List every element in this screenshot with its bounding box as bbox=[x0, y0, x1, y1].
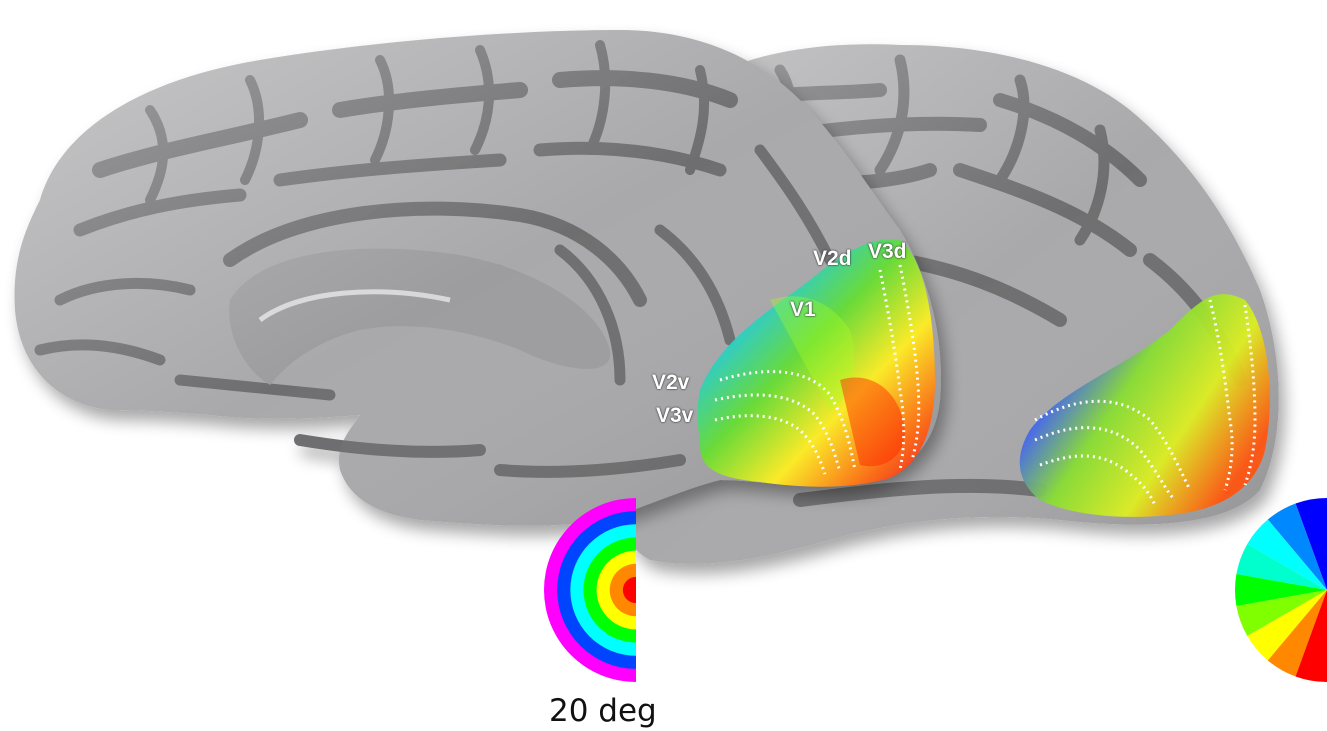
eccentricity-legend bbox=[544, 498, 636, 682]
left-retinotopic-map bbox=[697, 239, 935, 487]
eccentricity-ring bbox=[622, 576, 636, 604]
polar-angle-legend bbox=[1235, 498, 1327, 682]
label-v3v: V3v bbox=[656, 404, 694, 427]
label-v2d: V2d bbox=[813, 247, 852, 270]
polar-angle-wedge bbox=[1267, 590, 1327, 677]
polar-angle-wedge bbox=[1295, 590, 1327, 682]
label-v1: V1 bbox=[790, 298, 816, 321]
polar-angle-wedge bbox=[1247, 519, 1327, 590]
polar-angle-wedge bbox=[1236, 544, 1327, 590]
polar-angle-wedge bbox=[1236, 590, 1327, 636]
right-retinotopic-map bbox=[1019, 294, 1270, 517]
polar-angle-wedge bbox=[1267, 503, 1327, 590]
polar-angle-wedge bbox=[1295, 498, 1327, 590]
polar-angle-wedge bbox=[1235, 574, 1327, 606]
polar-angle-wedge bbox=[1247, 590, 1327, 661]
label-v3d: V3d bbox=[868, 240, 907, 263]
label-v2v: V2v bbox=[652, 371, 690, 394]
eccentricity-scale-label: 20 deg bbox=[549, 693, 657, 729]
